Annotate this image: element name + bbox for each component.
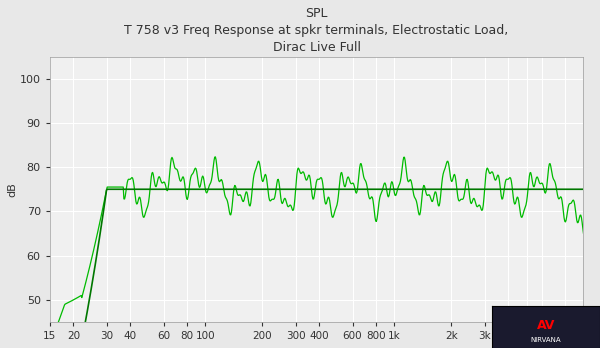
- Text: AV: AV: [537, 318, 555, 332]
- Text: NIRVANA: NIRVANA: [530, 337, 562, 343]
- Title: SPL
T 758 v3 Freq Response at spkr terminals, Electrostatic Load,
Dirac Live Ful: SPL T 758 v3 Freq Response at spkr termi…: [124, 7, 509, 54]
- Y-axis label: dB: dB: [7, 182, 17, 197]
